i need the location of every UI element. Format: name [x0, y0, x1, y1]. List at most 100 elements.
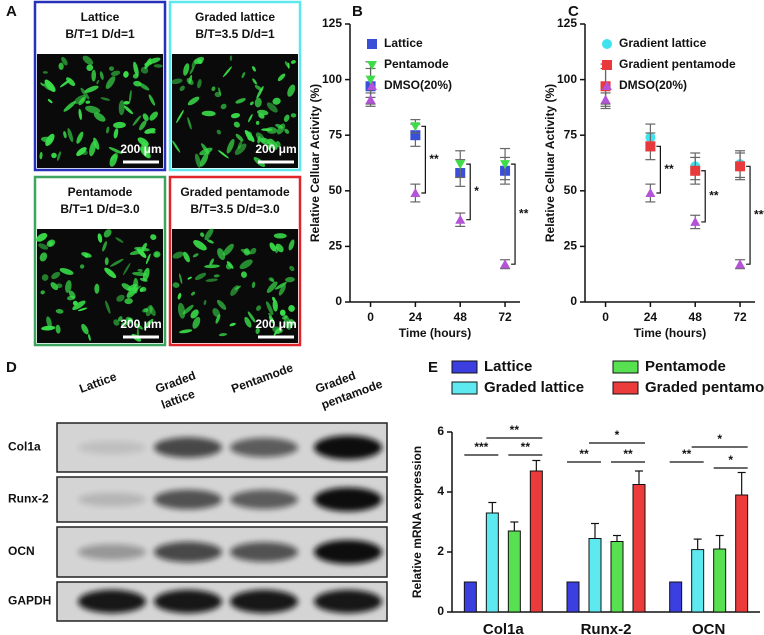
- legend-swatch: [451, 360, 478, 374]
- cell: [153, 64, 163, 68]
- legend-marker: [602, 60, 612, 70]
- x-axis-label: Time (hours): [634, 326, 706, 340]
- significance-label: **: [521, 440, 531, 454]
- cell: [277, 73, 286, 82]
- cell: [91, 69, 97, 82]
- cell: [269, 242, 277, 252]
- cell: [268, 277, 275, 282]
- cell: [248, 114, 253, 123]
- legend-swatch: [612, 381, 639, 395]
- panel-label: E: [428, 359, 438, 376]
- scale-label: 200 μm: [120, 317, 161, 331]
- cell: [148, 94, 156, 106]
- cell: [147, 57, 161, 64]
- cell: [209, 258, 215, 266]
- cell: [61, 56, 68, 66]
- cell: [211, 86, 216, 92]
- x-tick-label: 0: [602, 310, 609, 324]
- cell: [272, 326, 283, 334]
- legend-swatch: [612, 360, 639, 374]
- legend-label: Lattice: [384, 36, 423, 50]
- significance-label: **: [519, 206, 529, 220]
- marker: [455, 160, 466, 170]
- legend-marker: [367, 61, 377, 70]
- row-label: GAPDH: [8, 594, 51, 608]
- cell: [51, 271, 61, 280]
- panel-label: A: [6, 3, 17, 20]
- bar: [713, 548, 727, 613]
- marker: [645, 188, 656, 198]
- cell: [179, 273, 183, 285]
- column-label: Lattice: [77, 369, 118, 395]
- cell: [241, 72, 246, 79]
- cell: [55, 308, 64, 314]
- cell: [113, 121, 126, 129]
- cell: [287, 84, 296, 97]
- significance-label: **: [623, 447, 633, 461]
- cell: [172, 251, 184, 259]
- cell: [233, 121, 240, 128]
- marker: [365, 75, 376, 85]
- cell: [102, 241, 107, 252]
- marker: [410, 130, 421, 141]
- image-title: Graded lattice: [195, 10, 275, 24]
- cell: [187, 96, 200, 106]
- cell: [142, 267, 150, 282]
- cell: [218, 333, 228, 337]
- cell: [226, 138, 235, 154]
- cell: [68, 290, 76, 299]
- cell: [96, 79, 100, 85]
- cell: [194, 272, 207, 281]
- cell: [132, 115, 141, 126]
- cell: [45, 133, 55, 147]
- image-frame: [168, 0, 302, 172]
- cell: [268, 312, 272, 317]
- cell: [113, 319, 120, 326]
- cell: [182, 304, 194, 315]
- bar: [669, 581, 683, 613]
- y-tick-label: 100: [557, 72, 577, 86]
- cell: [261, 128, 273, 132]
- x-tick-label: 48: [454, 310, 468, 324]
- y-tick-label: 125: [557, 16, 577, 30]
- cell: [218, 150, 229, 159]
- image-title: Graded pentamode: [180, 185, 290, 199]
- cell: [268, 142, 273, 148]
- cell: [59, 268, 74, 275]
- bar: [529, 470, 543, 613]
- x-tick-label: 72: [498, 310, 512, 324]
- x-tick-label: Col1a: [483, 621, 525, 635]
- cell: [275, 282, 287, 290]
- cell: [135, 323, 143, 330]
- cell: [252, 66, 256, 72]
- significance-label: *: [728, 453, 733, 467]
- blot-band: [78, 492, 146, 507]
- image-frame: [33, 175, 167, 347]
- cell: [289, 265, 295, 272]
- cell: [273, 233, 287, 239]
- image-frame: [33, 0, 167, 172]
- cell: [234, 143, 247, 155]
- legend-marker: [602, 81, 612, 90]
- cell: [85, 105, 101, 114]
- significance-label: **: [682, 447, 692, 461]
- bar: [463, 581, 477, 613]
- image-params: B/T=3.5 D/d=3.0: [190, 202, 280, 216]
- cell: [251, 281, 256, 289]
- cell: [244, 316, 252, 328]
- cell: [266, 102, 278, 113]
- cell: [257, 109, 269, 116]
- cell: [44, 79, 56, 92]
- bar: [632, 484, 646, 613]
- cell: [203, 299, 207, 306]
- x-axis-label: Time (hours): [399, 326, 471, 340]
- blot-band: [154, 541, 222, 563]
- cell: [282, 315, 288, 320]
- cell: [250, 247, 257, 255]
- row-label: OCN: [8, 544, 35, 558]
- panel-label: C: [568, 3, 579, 20]
- cell: [272, 296, 276, 302]
- cell: [195, 153, 201, 168]
- cell: [76, 147, 87, 157]
- cell: [266, 281, 278, 293]
